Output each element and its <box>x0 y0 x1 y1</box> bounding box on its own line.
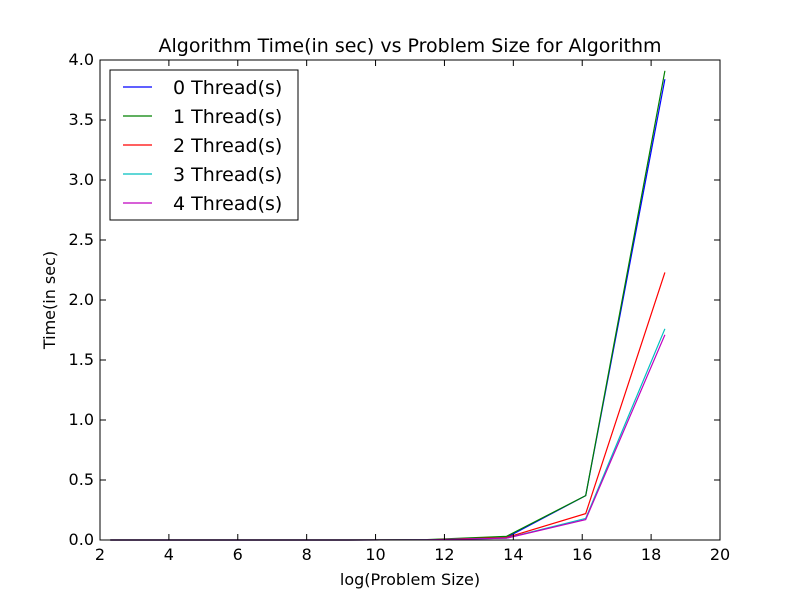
plot-frame <box>99 59 721 541</box>
x-tick-label-0: 2 <box>95 545 105 564</box>
x-tick-label-2: 6 <box>233 545 243 564</box>
ticks-layer: 2 4 6 8 10 12 14 16 18 20 0.0 0.5 1.0 1.5 2.0 2.5 3.0 3.5… <box>69 50 731 564</box>
y-tick-label-2: 1.0 <box>69 410 94 429</box>
legend: 0 Thread(s) 1 Thread(s) 2 Thread(s) 3 Threa… <box>109 69 299 221</box>
legend-label-0: 0 Thread(s) <box>173 77 282 99</box>
x-tick-label-1: 4 <box>164 545 174 564</box>
y-axis-label: Time(in sec) <box>40 251 59 350</box>
y-tick-label-8: 4.0 <box>69 50 94 69</box>
x-tick-label-9: 20 <box>710 545 730 564</box>
x-tick-label-6: 14 <box>503 545 523 564</box>
y-tick-label-0: 0.0 <box>69 530 94 549</box>
y-tick-label-5: 2.5 <box>69 230 94 249</box>
legend-label-3: 3 Thread(s) <box>173 164 282 186</box>
x-axis-label: log(Problem Size) <box>340 570 480 589</box>
x-tick-label-8: 18 <box>641 545 661 564</box>
y-tick-label-3: 1.5 <box>69 350 94 369</box>
y-tick-label-4: 2.0 <box>69 290 94 309</box>
chart-title: Algorithm Time(in sec) vs Problem Size f… <box>158 35 661 57</box>
x-tick-label-4: 10 <box>365 545 385 564</box>
legend-label-2: 2 Thread(s) <box>173 135 282 157</box>
y-tick-label-1: 0.5 <box>69 470 94 489</box>
x-tick-label-3: 8 <box>302 545 312 564</box>
legend-label-4: 4 Thread(s) <box>173 193 282 215</box>
y-tick-label-6: 3.0 <box>69 170 94 189</box>
x-tick-label-7: 16 <box>572 545 592 564</box>
x-tick-label-5: 12 <box>434 545 454 564</box>
legend-label-1: 1 Thread(s) <box>173 106 282 128</box>
y-tick-label-7: 3.5 <box>69 110 94 129</box>
